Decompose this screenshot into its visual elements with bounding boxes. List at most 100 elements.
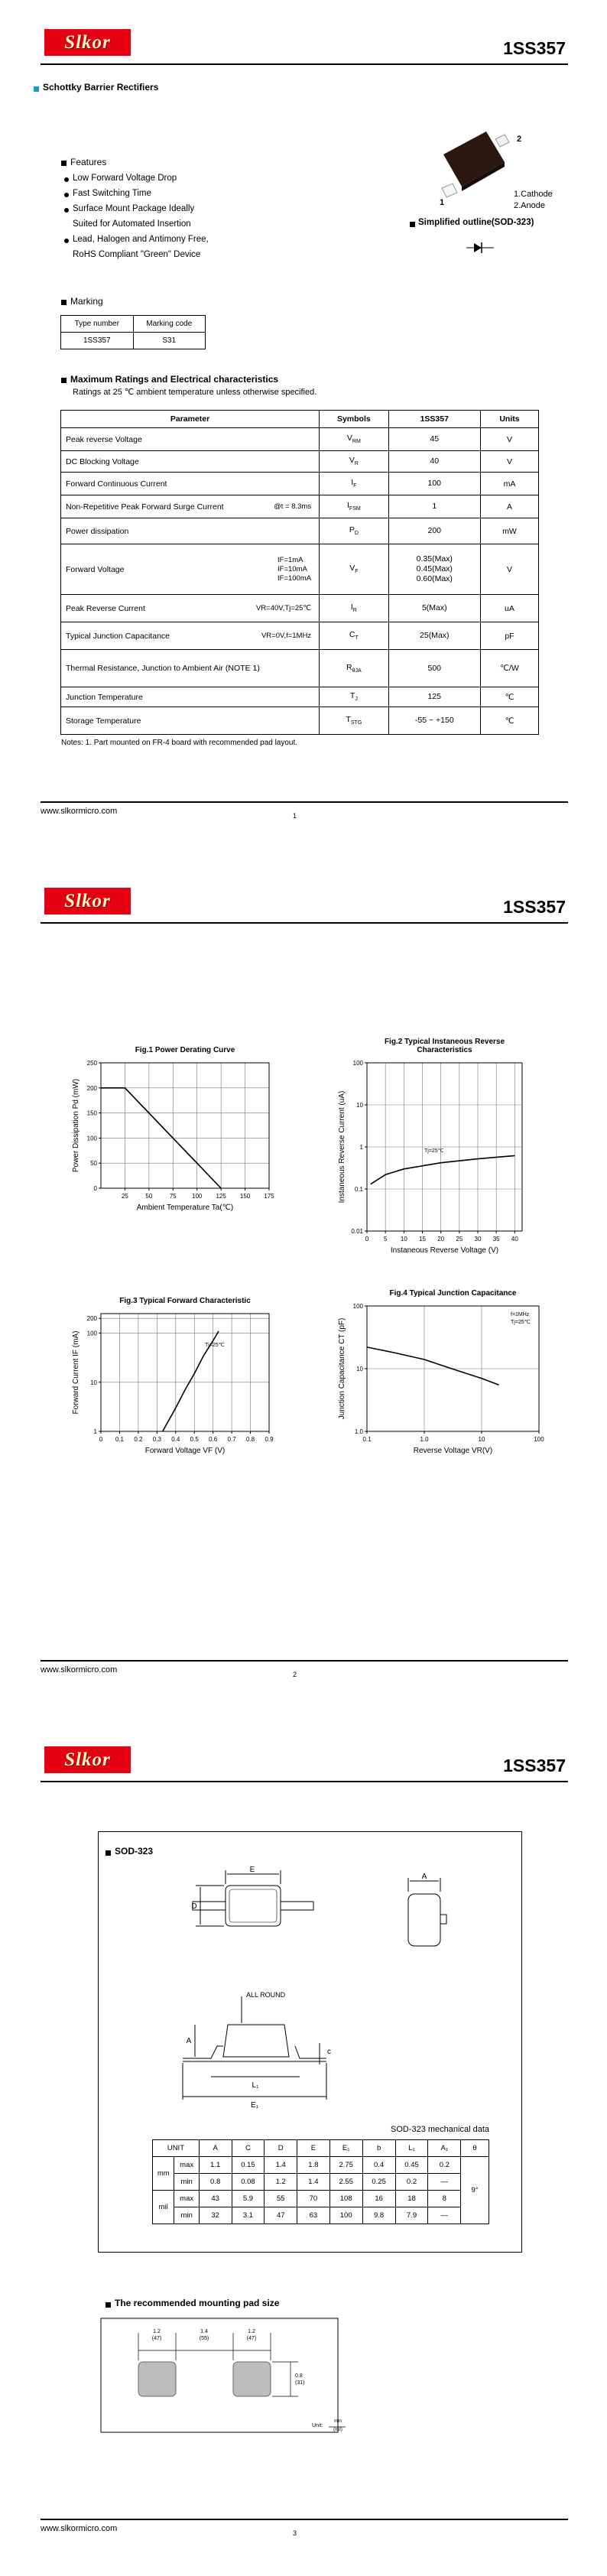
dim-label: E₁ bbox=[251, 2101, 259, 2110]
mechanical-column: b bbox=[362, 2139, 396, 2157]
condition: @t = 8.3ms bbox=[274, 502, 314, 512]
parameter: Forward Voltage bbox=[66, 564, 125, 574]
lead bbox=[183, 2045, 326, 2059]
ratings-column: 1SS357 bbox=[388, 410, 481, 428]
value-line: 40 bbox=[430, 456, 440, 466]
dim-label: ALL ROUND bbox=[246, 1991, 286, 1999]
limit-cell: min bbox=[174, 2173, 200, 2191]
pin-legend: 2.Anode bbox=[514, 201, 545, 210]
parameter-wrap: Forward Voltage IF=1mA IF=10mA IF=100mA bbox=[66, 556, 314, 583]
value-line: 25(Max) bbox=[420, 631, 450, 640]
mechanical-column: E bbox=[297, 2139, 330, 2157]
mechanical-row: mil max 43 5.9 55 70 108 16 18 8 bbox=[151, 2190, 489, 2224]
mechanical-cell: 3.1 bbox=[231, 2207, 265, 2224]
pad-dimensions bbox=[138, 2333, 346, 2428]
value-cell: 25(Max) bbox=[388, 622, 481, 650]
pad-dim: (31) bbox=[295, 2380, 305, 2386]
value-cell: 5(Max) bbox=[388, 594, 481, 622]
page-number: 3 bbox=[293, 2529, 297, 2537]
parameter-wrap: Junction Temperature bbox=[66, 693, 314, 702]
chart-title: Fig.4 Typical Junction Capacitance bbox=[390, 1289, 517, 1298]
symbol-cell: VF bbox=[319, 544, 389, 595]
x-tick-label: 25 bbox=[456, 1236, 463, 1243]
x-tick-label: 0.3 bbox=[153, 1436, 162, 1443]
x-axis-label: Instaneous Reverse Voltage (V) bbox=[391, 1246, 498, 1255]
x-axis-label: Forward Voltage VF (V) bbox=[145, 1447, 225, 1455]
mechanical-cell: 47 bbox=[264, 2207, 298, 2224]
plot-frame bbox=[100, 1313, 270, 1432]
dim-label: c bbox=[327, 2048, 331, 2056]
value-line: 0.45(Max) bbox=[416, 564, 453, 573]
curve bbox=[162, 1330, 219, 1432]
unit-label: mm bbox=[334, 2419, 342, 2424]
parameter: Peak reverse Voltage bbox=[66, 434, 142, 444]
marking-cell: S31 bbox=[132, 332, 206, 349]
value-cell: 40 bbox=[388, 450, 481, 473]
dim-label: D bbox=[191, 1902, 196, 1911]
mechanical-cell: 1.2 bbox=[264, 2173, 298, 2191]
header-rule bbox=[41, 922, 568, 924]
symbol: T bbox=[346, 715, 351, 725]
condition: IF=1mA IF=10mA IF=100mA bbox=[278, 556, 314, 583]
package-drawing: E D A ALL ROUND bbox=[100, 1866, 447, 2433]
marking-row: 1SS357 S31 bbox=[60, 332, 206, 349]
value-line: 125 bbox=[427, 692, 442, 701]
mechanical-cell: 1.4 bbox=[264, 2156, 298, 2174]
ratings-column: Units bbox=[479, 410, 540, 428]
ratings-row: Forward Voltage IF=1mA IF=10mA IF=100mA VF 0.… bbox=[60, 544, 540, 595]
condition: VR=40V,Tj=25℃ bbox=[256, 604, 314, 613]
unit-label: Unit: bbox=[312, 2423, 323, 2428]
parameter: Peak Reverse Current bbox=[66, 603, 145, 613]
unit-cell: uA bbox=[479, 594, 540, 622]
x-tick-label: 0.1 bbox=[362, 1436, 372, 1443]
parameter-wrap: Thermal Resistance, Junction to Ambient … bbox=[66, 664, 314, 673]
lead bbox=[441, 183, 458, 198]
package-heading: SOD-323 bbox=[115, 1846, 154, 1856]
ratings-table: Parameter Symbols 1SS357 Units Peak reverse … bbox=[60, 410, 540, 735]
angle-cell: 9° bbox=[460, 2156, 489, 2224]
x-axis-label: Ambient Temperature Ta(℃) bbox=[137, 1204, 233, 1212]
plot-frame bbox=[366, 1062, 523, 1232]
page: E D A ALL ROUND bbox=[0, 1717, 607, 2576]
pin-label: 1 bbox=[440, 198, 445, 207]
parameter-cell: Storage Temperature bbox=[60, 707, 320, 735]
mechanical-cell: 0.2 bbox=[427, 2156, 462, 2174]
mechanical-cell: 0.4 bbox=[362, 2156, 396, 2174]
x-tick-label: 150 bbox=[240, 1193, 251, 1200]
limit-cell: min bbox=[174, 2207, 200, 2224]
mechanical-cell: 2.55 bbox=[329, 2173, 363, 2191]
diode-anode bbox=[474, 243, 482, 252]
curve bbox=[101, 1087, 222, 1189]
feature-text: Surface Mount Package Ideally bbox=[73, 204, 195, 213]
bullet bbox=[64, 177, 69, 182]
table-title: SOD-323 mechanical data bbox=[390, 2125, 489, 2134]
parameter-cell: Forward Voltage IF=1mA IF=10mA IF=100mA bbox=[60, 544, 320, 595]
y-tick-label: 100 bbox=[87, 1330, 98, 1337]
footer-rule bbox=[41, 1660, 568, 1662]
x-tick-label: 10 bbox=[401, 1236, 407, 1243]
x-tick-label: 125 bbox=[216, 1193, 226, 1200]
logo: Slkor bbox=[44, 888, 131, 914]
curve bbox=[370, 1155, 515, 1185]
value-line: 5(Max) bbox=[421, 603, 447, 612]
x-tick-label: 0.5 bbox=[190, 1436, 200, 1443]
mechanical-cell: 0.45 bbox=[394, 2156, 429, 2174]
heading-marker bbox=[61, 378, 67, 383]
chart-title: Fig.2 Typical Instaneous Reverse bbox=[385, 1038, 505, 1046]
ratings-row: Peak Reverse Current VR=40V,Tj=25℃ IR 5(Max… bbox=[60, 594, 540, 622]
pin-legend: 1.Cathode bbox=[514, 190, 553, 199]
page: 25 50 75 100 125 150 175 0 50 100 150 200 250 Fig.1 P… bbox=[0, 859, 607, 1717]
x-tick-label: 100 bbox=[192, 1193, 203, 1200]
ratings-row: Junction Temperature TJ 125 ℃ bbox=[60, 687, 540, 707]
feature-text: Fast Switching Time bbox=[73, 189, 151, 198]
x-tick-label: 40 bbox=[511, 1236, 518, 1243]
y-tick-label: 100 bbox=[353, 1060, 364, 1067]
mechanical-cell: 16 bbox=[362, 2190, 396, 2207]
mechanical-column: A bbox=[198, 2139, 232, 2157]
value-cell: 0.35(Max) 0.45(Max) 0.60(Max) bbox=[388, 544, 481, 595]
parameter-cell: Typical Junction Capacitance VR=0V,f=1MHz bbox=[60, 622, 320, 650]
plot-frame bbox=[366, 1305, 540, 1432]
y-axis-label: Forward Current IF (mA) bbox=[72, 1331, 80, 1415]
value-cell: 200 bbox=[388, 518, 481, 544]
